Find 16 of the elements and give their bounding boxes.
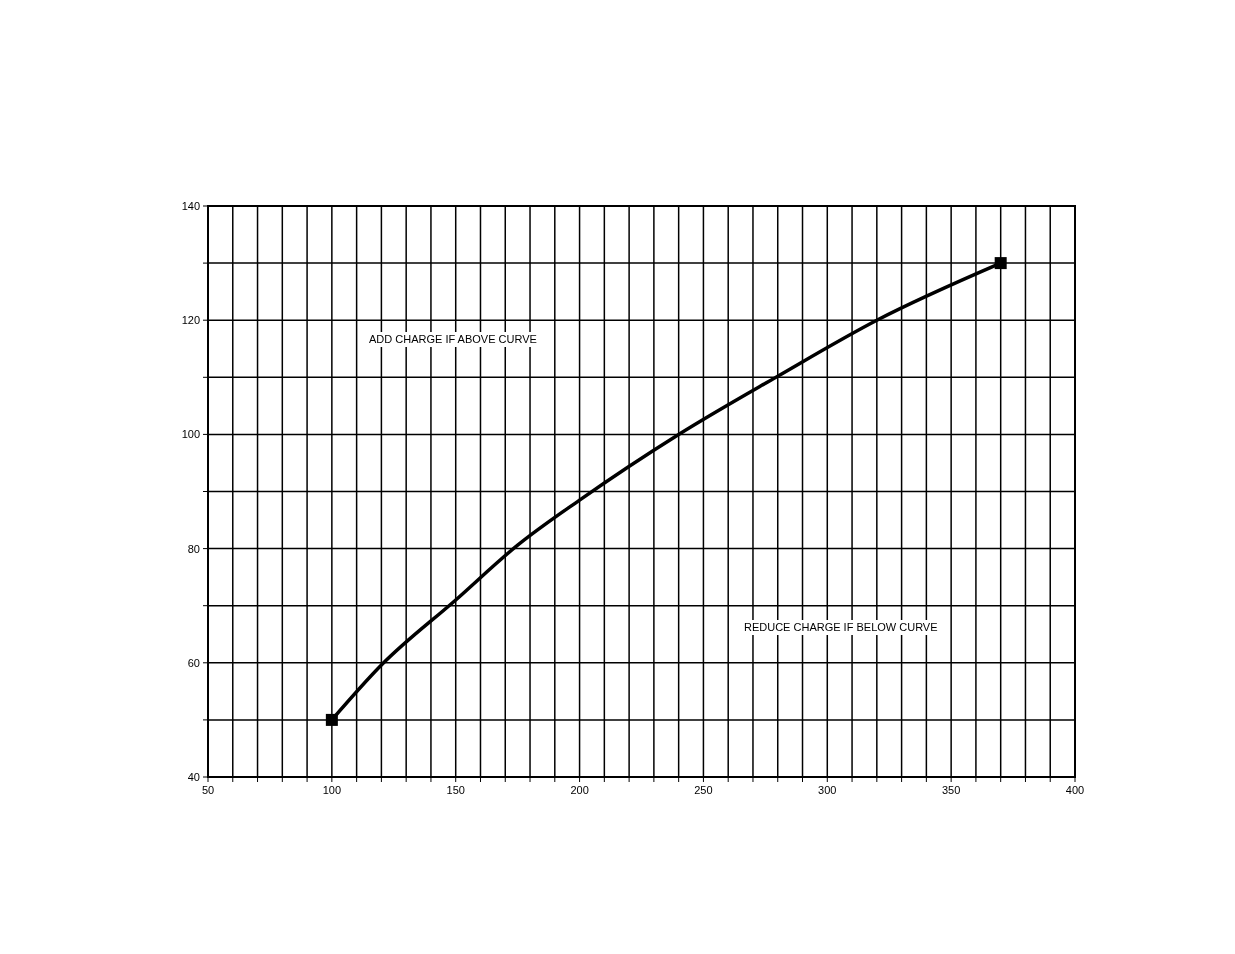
x-tick-label: 100 (322, 784, 342, 796)
y-tick-label: 120 (181, 314, 200, 327)
x-tick-label: 350 (941, 784, 961, 796)
y-tick-label: 140 (181, 200, 200, 212)
x-tick-label: 300 (818, 784, 837, 796)
y-tick-label: 40 (187, 771, 200, 783)
x-tick-label: 200 (570, 784, 589, 796)
y-tick-label: 100 (181, 428, 200, 441)
annotation: REDUCE CHARGE IF BELOW CURVE (744, 621, 938, 633)
x-tick-label: 400 (1065, 784, 1085, 796)
y-tick-label: 60 (187, 656, 200, 669)
annotation: ADD CHARGE IF ABOVE CURVE (369, 333, 537, 345)
x-tick-label: 250 (694, 784, 713, 796)
y-tick-label: 80 (187, 542, 200, 555)
x-tick-label: 150 (446, 784, 465, 796)
x-tick-label: 50 (201, 784, 215, 796)
